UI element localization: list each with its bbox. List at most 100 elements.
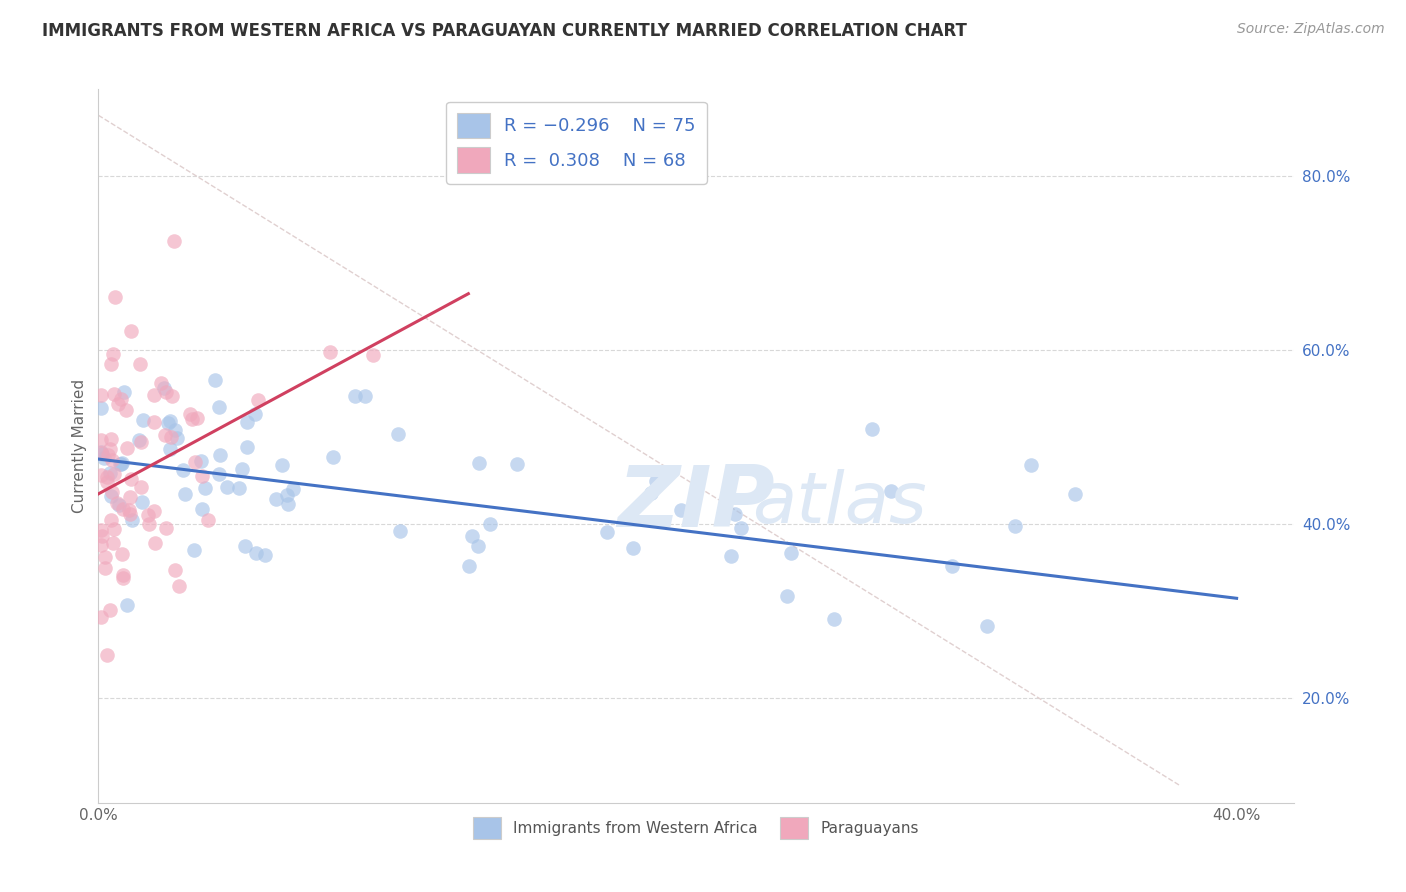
- Text: IMMIGRANTS FROM WESTERN AFRICA VS PARAGUAYAN CURRENTLY MARRIED CORRELATION CHART: IMMIGRANTS FROM WESTERN AFRICA VS PARAGU…: [42, 22, 967, 40]
- Point: [100, 357, 122, 371]
- Point: [90, 445, 112, 459]
- Point: [98, 602, 121, 616]
- Point: [730, 520, 752, 534]
- Point: [96, 475, 118, 489]
- Point: [121, 513, 143, 527]
- Point: [163, 234, 186, 248]
- Point: [215, 480, 238, 494]
- Point: [724, 508, 747, 522]
- Point: [120, 324, 142, 338]
- Point: [247, 392, 270, 407]
- Point: [90, 610, 112, 624]
- Point: [129, 435, 152, 450]
- Point: [389, 524, 412, 538]
- Point: [361, 348, 384, 362]
- Point: [208, 448, 231, 462]
- Point: [108, 498, 131, 512]
- Point: [197, 513, 219, 527]
- Point: [120, 472, 142, 486]
- Point: [100, 513, 122, 527]
- Point: [120, 490, 142, 504]
- Point: [94, 549, 117, 564]
- Point: [880, 483, 903, 498]
- Point: [823, 612, 845, 626]
- Point: [104, 289, 127, 303]
- Point: [208, 400, 231, 414]
- Point: [118, 502, 141, 516]
- Y-axis label: Currently Married: Currently Married: [72, 379, 87, 513]
- Point: [105, 496, 128, 510]
- Point: [186, 410, 208, 425]
- Point: [131, 495, 153, 509]
- Point: [94, 561, 117, 575]
- Point: [276, 487, 298, 501]
- Point: [191, 469, 214, 483]
- Point: [118, 507, 141, 521]
- Point: [90, 523, 112, 537]
- Point: [112, 567, 135, 582]
- Point: [153, 428, 176, 442]
- Point: [108, 457, 131, 471]
- Point: [111, 547, 134, 561]
- Point: [169, 579, 191, 593]
- Point: [640, 486, 662, 500]
- Point: [101, 536, 124, 550]
- Point: [941, 558, 963, 573]
- Point: [90, 445, 112, 459]
- Point: [254, 549, 277, 563]
- Point: [101, 452, 124, 467]
- Point: [103, 386, 125, 401]
- Point: [100, 432, 122, 446]
- Point: [208, 467, 231, 482]
- Point: [319, 345, 342, 359]
- Point: [353, 389, 375, 403]
- Point: [1004, 519, 1026, 533]
- Point: [596, 524, 619, 539]
- Point: [1064, 487, 1087, 501]
- Point: [173, 486, 195, 500]
- Point: [243, 407, 266, 421]
- Point: [231, 462, 253, 476]
- Point: [138, 516, 160, 531]
- Point: [1019, 458, 1042, 473]
- Point: [100, 484, 122, 499]
- Point: [100, 489, 122, 503]
- Point: [111, 571, 134, 585]
- Point: [183, 455, 205, 469]
- Point: [110, 456, 132, 470]
- Point: [115, 598, 138, 612]
- Point: [860, 422, 883, 436]
- Point: [505, 457, 527, 471]
- Point: [266, 491, 288, 506]
- Point: [128, 357, 150, 371]
- Point: [160, 430, 183, 444]
- Point: [91, 529, 114, 543]
- Legend: Immigrants from Western Africa, Paraguayans: Immigrants from Western Africa, Paraguay…: [467, 811, 925, 845]
- Point: [103, 467, 125, 481]
- Point: [228, 481, 250, 495]
- Point: [669, 503, 692, 517]
- Point: [165, 423, 187, 437]
- Point: [153, 381, 176, 395]
- Point: [142, 415, 165, 429]
- Point: [142, 388, 165, 402]
- Point: [107, 397, 129, 411]
- Point: [467, 539, 489, 553]
- Point: [90, 447, 112, 461]
- Point: [190, 502, 212, 516]
- Point: [110, 392, 132, 406]
- Point: [204, 372, 226, 386]
- Point: [157, 416, 180, 430]
- Point: [235, 415, 257, 429]
- Point: [344, 388, 367, 402]
- Point: [478, 516, 501, 531]
- Point: [97, 448, 120, 462]
- Point: [111, 501, 134, 516]
- Point: [387, 426, 409, 441]
- Text: atlas: atlas: [752, 468, 927, 538]
- Point: [720, 549, 742, 563]
- Point: [194, 481, 217, 495]
- Point: [128, 433, 150, 447]
- Point: [90, 538, 112, 552]
- Point: [270, 458, 292, 473]
